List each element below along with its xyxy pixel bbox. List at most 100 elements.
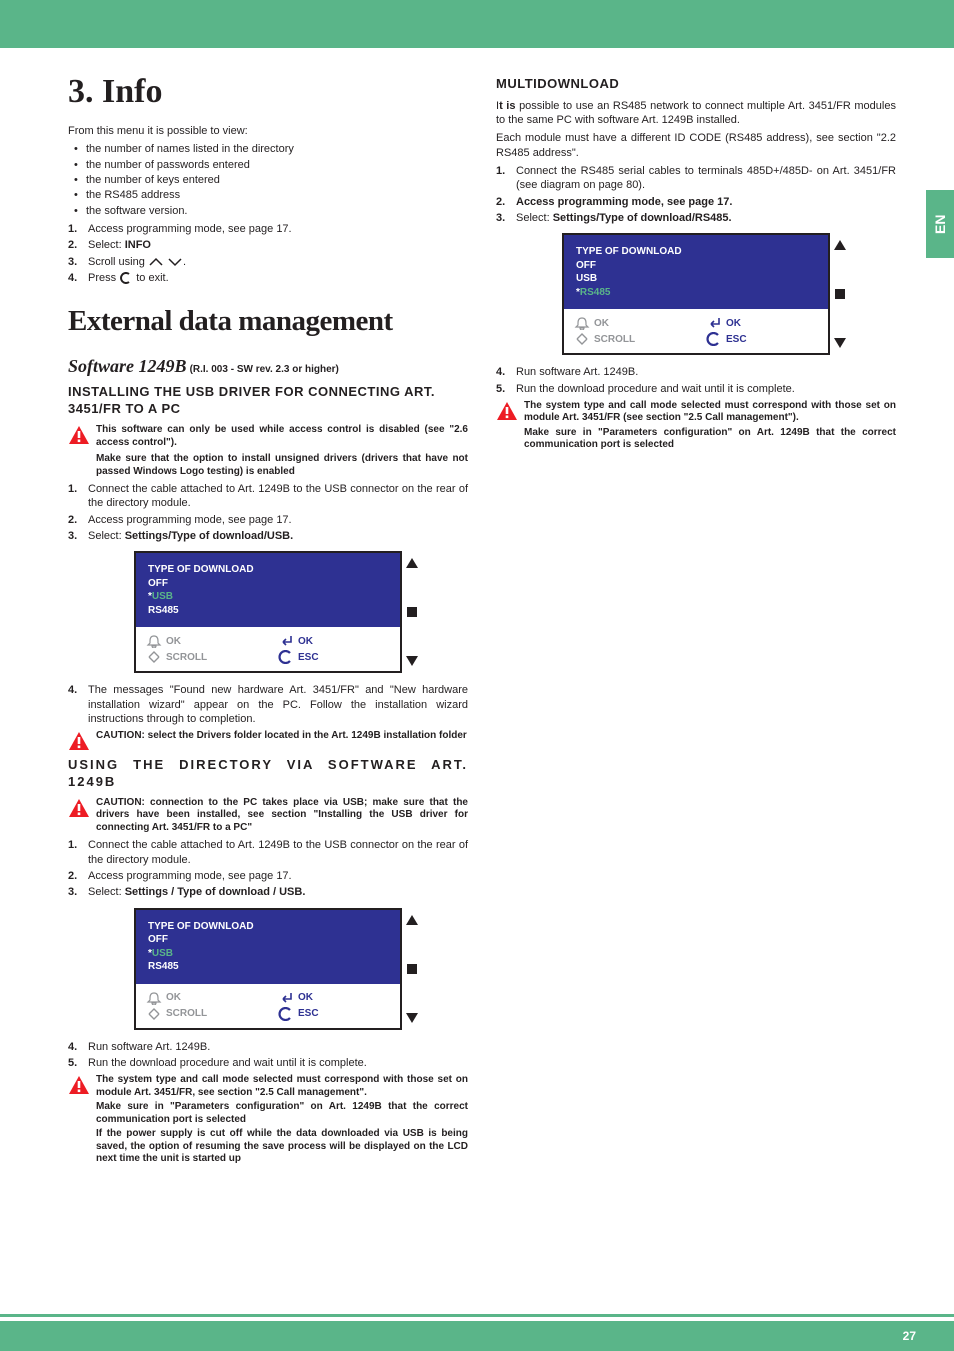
step-text: Connect the cable attached to Art. 1249B…: [88, 482, 468, 511]
footer-stripe: [0, 1314, 954, 1317]
step-item: 3.Scroll using .: [68, 255, 468, 269]
step-item: 4.Run software Art. 1249B.: [496, 365, 896, 379]
up-arrow-icon: [832, 237, 848, 253]
scroll-icon: [574, 332, 590, 346]
stop-icon: [404, 604, 420, 620]
info-steps: 1.Access programming mode, see page 17. …: [68, 222, 468, 285]
key-label: OK: [726, 317, 741, 330]
using-title: USING THE DIRECTORY VIA SOFTWARE ART. 12…: [68, 757, 468, 791]
display-line: *USB: [148, 590, 390, 604]
step-text: Access programming mode, see page 17.: [88, 514, 292, 526]
down-arrow-icon: [404, 653, 420, 669]
warning-block: The system type and call mode selected m…: [496, 400, 896, 452]
list-item: the RS485 address: [86, 188, 468, 202]
key-label: SCROLL: [594, 333, 635, 346]
display-line: USB: [576, 272, 818, 286]
display-line: TYPE OF DOWNLOAD: [148, 563, 390, 577]
install-title: INSTALLING THE USB DRIVER FOR CONNECTING…: [68, 384, 468, 418]
warning-text: Make sure in "Parameters configuration" …: [524, 427, 896, 452]
list-item: the number of names listed in the direct…: [86, 142, 468, 156]
step-text: Run the download procedure and wait unti…: [516, 383, 795, 395]
info-bullet-list: the number of names listed in the direct…: [68, 142, 468, 217]
display-panel-wrap: TYPE OF DOWNLOAD OFF *USB RS485 OK SCROL…: [134, 908, 402, 1030]
warning-icon: [68, 425, 90, 445]
step-item: 3.Select: Settings / Type of download / …: [68, 885, 468, 899]
key-label: OK: [594, 317, 609, 330]
display-line: OFF: [576, 259, 818, 273]
step-text: Scroll using: [88, 256, 148, 268]
display-line: TYPE OF DOWNLOAD: [576, 245, 818, 259]
panel-side-arrows: [404, 551, 422, 673]
step-item: 5.Run the download procedure and wait un…: [496, 382, 896, 396]
step-item: 2.Access programming mode, see page 17.: [68, 513, 468, 527]
step-item: 1.Connect the cable attached to Art. 124…: [68, 482, 468, 511]
display-line: OFF: [148, 577, 390, 591]
display-line: *USB: [148, 947, 390, 961]
step-item: 2.Access programming mode, see page 17.: [496, 195, 896, 209]
key-row: OK: [574, 316, 686, 330]
step-item: 5.Run the download procedure and wait un…: [68, 1056, 468, 1070]
key-label: OK: [166, 635, 181, 648]
step-text: to exit.: [133, 272, 168, 284]
display-keys: OK SCROLL OK ESC: [136, 984, 400, 1028]
bell-icon: [574, 316, 590, 330]
key-row: ESC: [706, 332, 818, 346]
display-line: RS485: [148, 960, 390, 974]
panel-side-arrows: [404, 908, 422, 1030]
key-row: SCROLL: [146, 650, 258, 664]
step-text: Run software Art. 1249B.: [88, 1041, 210, 1053]
down-arrow-icon: [832, 335, 848, 351]
display-panel-wrap: TYPE OF DOWNLOAD OFF *USB RS485 OK SCROL…: [134, 551, 402, 673]
warning-text: If the power supply is cut off while the…: [96, 1128, 468, 1166]
step-text: Press: [88, 272, 119, 284]
warning-icon: [496, 401, 518, 421]
key-label: OK: [298, 991, 313, 1004]
step-item: 1.Connect the RS485 serial cables to ter…: [496, 164, 896, 193]
info-heading: 3. Info: [68, 70, 468, 114]
warning-block: This software can only be used while acc…: [68, 424, 468, 478]
down-caret-icon: [167, 256, 183, 268]
key-row: ESC: [278, 650, 390, 664]
step-bold: Settings/Type of download/USB.: [125, 530, 293, 542]
warning-text: Make sure that the option to install uns…: [96, 453, 468, 478]
display-panel: TYPE OF DOWNLOAD OFF *USB RS485 OK SCROL…: [134, 908, 402, 1030]
step-text: Connect the RS485 serial cables to termi…: [516, 164, 896, 193]
step-item: 1.Connect the cable attached to Art. 124…: [68, 838, 468, 867]
warning-text: CAUTION: connection to the PC takes plac…: [96, 797, 468, 835]
page-content: 3. Info From this menu it is possible to…: [0, 48, 954, 1170]
multidownload-title: MULTIDOWNLOAD: [496, 76, 896, 93]
step-text: Select:: [88, 530, 125, 542]
step-item: 3.Select: Settings/Type of download/RS48…: [496, 211, 896, 225]
display-panel: TYPE OF DOWNLOAD OFF USB *RS485 OK SCROL…: [562, 233, 830, 355]
display-line: OFF: [148, 933, 390, 947]
display-panel: TYPE OF DOWNLOAD OFF *USB RS485 OK SCROL…: [134, 551, 402, 673]
software-title: Software 1249B: [68, 356, 187, 376]
step-bold: INFO: [125, 239, 151, 251]
page-number: 27: [903, 1329, 916, 1343]
warning-block: CAUTION: connection to the PC takes plac…: [68, 797, 468, 835]
warning-icon: [68, 1075, 90, 1095]
key-label: ESC: [726, 333, 747, 346]
bell-icon: [146, 991, 162, 1005]
c-icon: [278, 1007, 294, 1021]
multi-paragraph: It is possible to use an RS485 network t…: [496, 99, 896, 128]
step-item: 2.Access programming mode, see page 17.: [68, 869, 468, 883]
warning-block: CAUTION: select the Drivers folder locat…: [68, 730, 468, 751]
display-keys: OK SCROLL OK ESC: [136, 627, 400, 671]
page-footer: 27: [0, 1321, 954, 1351]
warning-text: Make sure in "Parameters configuration" …: [96, 1101, 468, 1126]
step-item: 2.Select: INFO: [68, 238, 468, 252]
software-subheading: Software 1249B (R.I. 003 - SW rev. 2.3 o…: [68, 355, 468, 378]
warning-icon: [68, 731, 90, 751]
key-row: OK: [146, 991, 258, 1005]
external-data-heading: External data management: [68, 303, 468, 341]
multi-steps: 1.Connect the RS485 serial cables to ter…: [496, 164, 896, 225]
right-column: MULTIDOWNLOAD It is possible to use an R…: [496, 70, 896, 1170]
scroll-icon: [146, 1007, 162, 1021]
key-label: SCROLL: [166, 1007, 207, 1020]
warning-text: This software can only be used while acc…: [96, 424, 468, 449]
key-row: SCROLL: [146, 1007, 258, 1021]
key-label: OK: [166, 991, 181, 1004]
step-text: Select:: [88, 239, 125, 251]
c-icon: [119, 271, 133, 285]
